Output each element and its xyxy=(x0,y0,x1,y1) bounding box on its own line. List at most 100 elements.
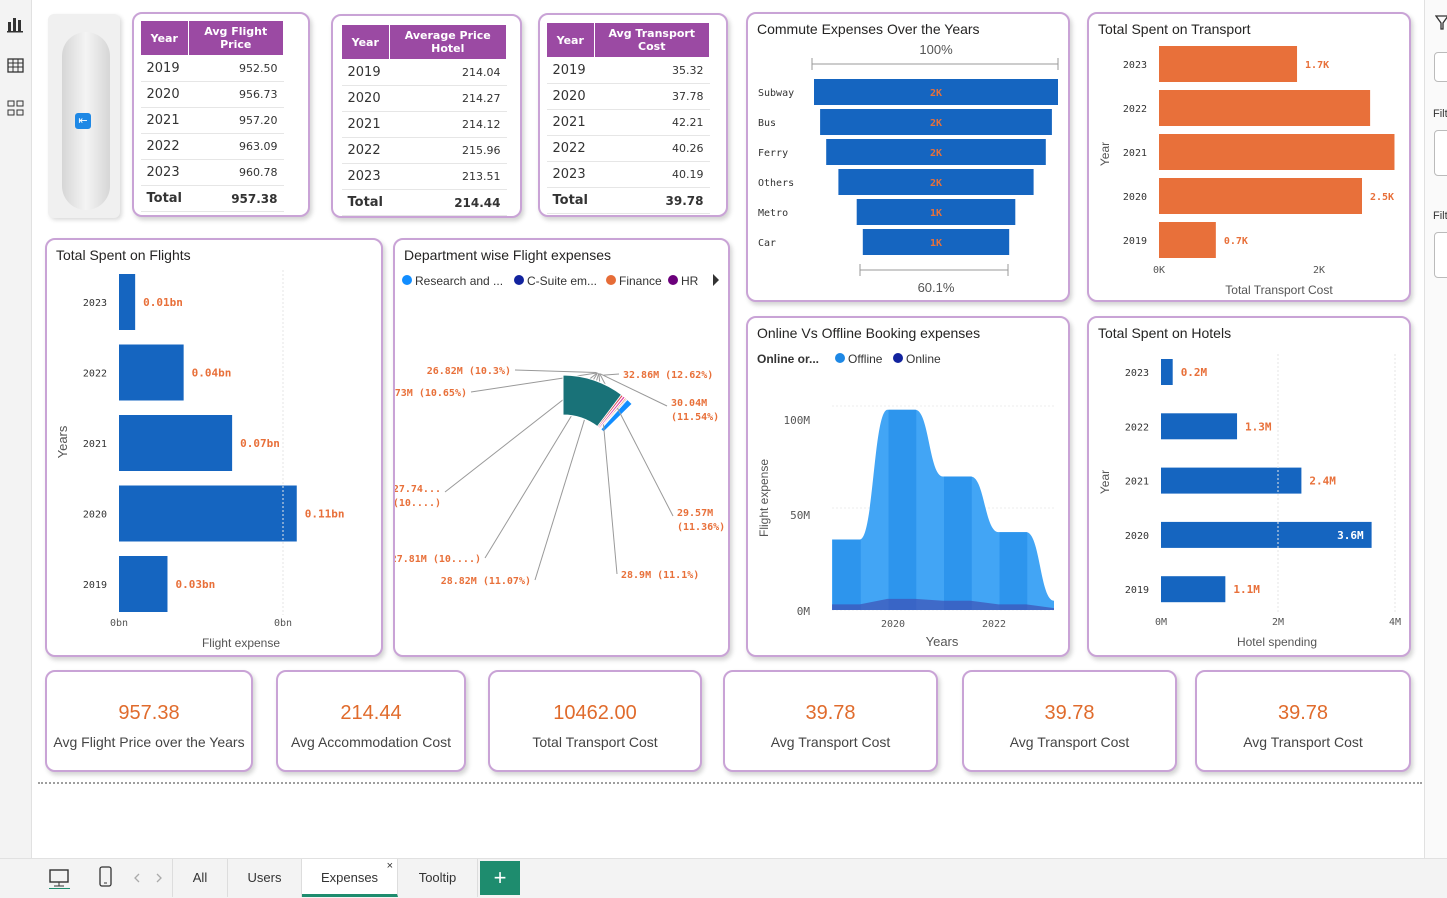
desktop-view-icon[interactable] xyxy=(48,867,70,889)
bar[interactable] xyxy=(119,344,184,401)
area-step-segment[interactable] xyxy=(888,409,917,610)
funnel-category-label: Others xyxy=(758,178,794,189)
scroll-right-icon[interactable] xyxy=(154,872,164,884)
kpi-card[interactable]: 39.78 Avg Transport Cost xyxy=(723,670,938,772)
funnel-bar[interactable] xyxy=(814,79,1058,105)
booking-expenses-card[interactable]: Online Vs Offline Booking expenses Onlin… xyxy=(746,316,1070,657)
legend-csuite[interactable]: C-Suite em... xyxy=(527,274,597,288)
data-label: 2.5K xyxy=(1370,192,1394,203)
filter-label: Filt xyxy=(1433,108,1447,120)
tab-users[interactable]: Users xyxy=(228,859,302,897)
legend-finance[interactable]: Finance xyxy=(619,274,662,288)
donut-data-label: 27.74... xyxy=(395,484,441,495)
donut-slice[interactable] xyxy=(562,374,623,428)
area-step-segment[interactable] xyxy=(999,532,1028,610)
area-series-offline[interactable] xyxy=(832,598,1054,610)
area-step-segment[interactable] xyxy=(833,539,861,610)
bar[interactable] xyxy=(1159,178,1362,214)
funnel-bar[interactable] xyxy=(862,229,1010,255)
funnel-bar[interactable] xyxy=(838,169,1034,195)
table-row: 2019 214.04 xyxy=(341,59,507,86)
bar[interactable] xyxy=(1159,134,1395,170)
legend-hr[interactable]: HR xyxy=(681,274,699,288)
kpi-card[interactable]: 39.78 Avg Transport Cost xyxy=(1195,670,1411,772)
close-tab-icon[interactable]: × xyxy=(386,860,393,872)
data-label: 1.7K xyxy=(1305,60,1329,71)
legend-research[interactable]: Research and ... xyxy=(415,274,503,288)
legend-next-icon[interactable] xyxy=(713,274,719,286)
add-page-button[interactable]: + xyxy=(480,861,520,895)
bar[interactable] xyxy=(1159,222,1216,258)
bar[interactable] xyxy=(1161,521,1372,548)
table-row: 2022 40.26 xyxy=(546,135,710,162)
kpi-card[interactable]: 39.78 Avg Transport Cost xyxy=(962,670,1177,772)
col-year[interactable]: Year xyxy=(341,24,390,60)
bar[interactable] xyxy=(1159,90,1371,126)
filter-well[interactable] xyxy=(1434,232,1447,278)
legend-online[interactable]: Online xyxy=(906,352,941,366)
filter-card[interactable] xyxy=(1434,52,1447,82)
filter-icon[interactable] xyxy=(1435,14,1447,30)
report-view-icon[interactable] xyxy=(6,14,26,34)
bar[interactable] xyxy=(119,415,233,471)
funnel-bar[interactable] xyxy=(826,139,1046,165)
model-view-icon[interactable] xyxy=(6,98,26,118)
bar[interactable] xyxy=(119,274,136,330)
filter-well[interactable] xyxy=(1434,130,1447,176)
transport-spent-card[interactable]: Total Spent on Transport Year 0K 2K Tota… xyxy=(1087,12,1411,302)
hotels-x-axis-label: Hotel spending xyxy=(1237,635,1317,649)
booking-area-chart[interactable]: Online or... Offline Online 100M 50M 0M … xyxy=(748,318,1070,657)
col-average-price-hotel[interactable]: Average Price Hotel xyxy=(388,24,508,60)
bar[interactable] xyxy=(1161,359,1173,385)
area-series-online[interactable] xyxy=(832,409,1054,610)
year-slicer[interactable]: ⇤ xyxy=(48,14,120,218)
kpi-value: 10462.00 xyxy=(553,702,637,724)
department-flight-card[interactable]: Department wise Flight expenses Research… xyxy=(393,238,730,657)
table-view-icon[interactable] xyxy=(6,56,26,76)
kpi-card[interactable]: 214.44 Avg Accommodation Cost xyxy=(276,670,466,772)
department-donut-chart[interactable]: Research and ... C-Suite em... Finance H… xyxy=(395,240,730,657)
cell-year: 2021 xyxy=(140,107,189,134)
filters-pane[interactable]: Filt Filt xyxy=(1424,0,1447,858)
commute-expenses-card[interactable]: Commute Expenses Over the Years 100% 60.… xyxy=(746,12,1070,302)
commute-funnel-chart[interactable]: 100% 60.1% Subway 2K Bus 2K Ferry 2K Others 2K M… xyxy=(748,14,1070,302)
legend-dot-offline xyxy=(835,353,845,363)
leader-line[interactable] xyxy=(603,373,620,376)
hotels-spent-card[interactable]: Total Spent on Hotels Year 0M 2M 4M Hote… xyxy=(1087,316,1411,657)
slicer-toggle-icon[interactable]: ⇤ xyxy=(75,113,91,129)
funnel-bar[interactable] xyxy=(856,199,1016,225)
leader-line[interactable] xyxy=(600,373,668,407)
bar[interactable] xyxy=(119,485,297,542)
category-label: 2020 xyxy=(1123,192,1147,203)
col-year[interactable]: Year xyxy=(546,22,595,58)
tab-expenses[interactable]: Expenses × xyxy=(302,859,398,897)
legend-offline[interactable]: Offline xyxy=(848,352,883,366)
transport-y-axis-label: Year xyxy=(1098,142,1112,166)
flights-spent-card[interactable]: Total Spent on Flights Years 0bn 0bn Fli… xyxy=(45,238,383,657)
col-avg-flight-price[interactable]: Avg Flight Price xyxy=(187,20,285,56)
scroll-left-icon[interactable] xyxy=(132,872,142,884)
leader-line[interactable] xyxy=(514,369,597,373)
flights-bar-chart[interactable]: Years 0bn 0bn Flight expense 2023 0.01bn 2… xyxy=(47,240,383,657)
col-avg-transport-cost[interactable]: Avg Transport Cost xyxy=(593,22,711,58)
tab-tooltip[interactable]: Tooltip xyxy=(398,859,478,897)
col-year[interactable]: Year xyxy=(140,20,189,56)
table-row: 2023 40.19 xyxy=(546,161,710,188)
bar[interactable] xyxy=(119,556,168,612)
funnel-bar[interactable] xyxy=(820,109,1052,135)
bar[interactable] xyxy=(1159,46,1298,82)
hotels-bar-chart[interactable]: Year 0M 2M 4M Hotel spending 2023 0.2M 202… xyxy=(1089,318,1411,657)
bar[interactable] xyxy=(1161,576,1226,603)
bar[interactable] xyxy=(1161,467,1302,494)
kpi-card[interactable]: 957.38 Avg Flight Price over the Years xyxy=(45,670,253,772)
bar[interactable] xyxy=(1161,413,1238,440)
donut-data-label: 28.9M (11.1%) xyxy=(621,570,699,581)
kpi-card[interactable]: 10462.00 Total Transport Cost xyxy=(488,670,702,772)
area-step-segment[interactable] xyxy=(944,476,972,610)
table-row: 2022 963.09 xyxy=(140,133,284,160)
flight-price-table-card: Year Avg Flight Price 2019 952.50 2020 956… xyxy=(132,12,310,217)
mobile-view-icon[interactable] xyxy=(98,865,114,889)
transport-bar-chart[interactable]: Year 0K 2K Total Transport Cost 2023 1.7K… xyxy=(1089,14,1411,302)
hotels-x-tick-1: 2M xyxy=(1272,617,1284,628)
tab-all[interactable]: All xyxy=(172,859,228,897)
